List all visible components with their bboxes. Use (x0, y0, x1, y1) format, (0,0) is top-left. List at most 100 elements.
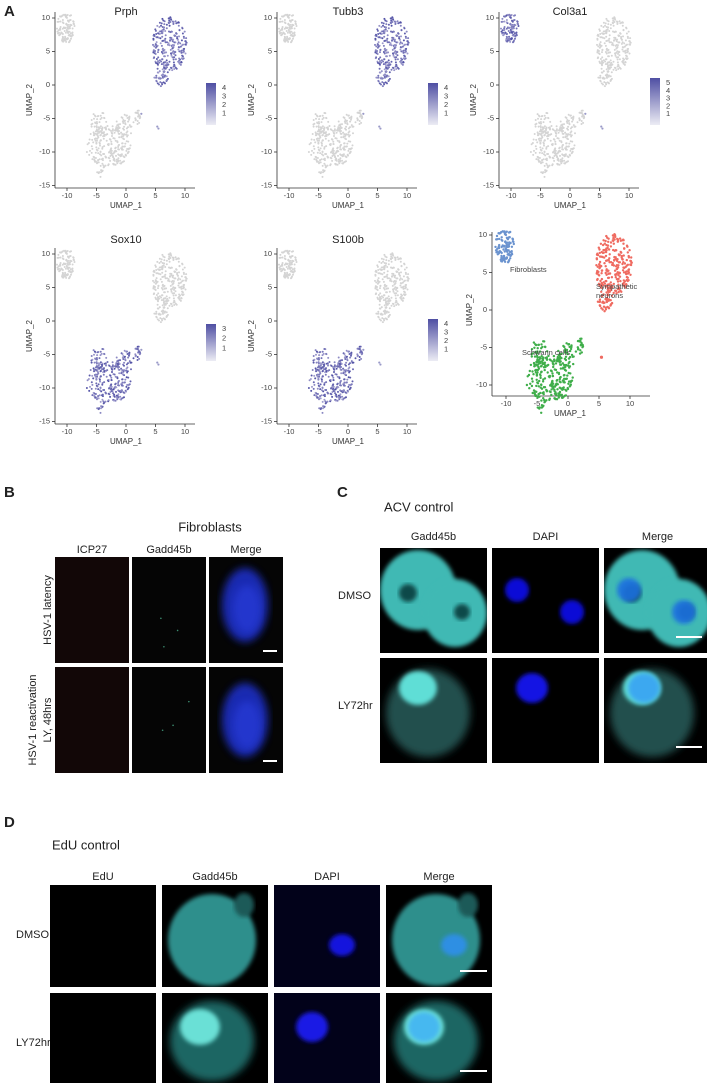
cell-point (330, 157, 332, 159)
micrograph-bg (132, 557, 206, 663)
cell-point (279, 267, 281, 269)
cell-point (508, 254, 510, 256)
cell-point (185, 37, 187, 39)
cell-point (128, 151, 130, 153)
cell-point (390, 31, 392, 33)
cell-point (171, 291, 173, 293)
cell-point (170, 49, 172, 51)
cell-point (99, 363, 101, 365)
cell-point (552, 366, 554, 368)
cell-point (337, 150, 339, 152)
cell-point (125, 150, 127, 152)
cell-point (91, 362, 93, 364)
cell-point (556, 128, 558, 130)
cell-point (156, 316, 158, 318)
cell-point (176, 36, 178, 38)
cell-point (609, 34, 611, 36)
cell-point (171, 305, 173, 307)
cell-point (164, 266, 166, 268)
cell-point (399, 39, 401, 41)
cell-point (337, 391, 339, 393)
x-tick-label: -10 (62, 191, 73, 200)
cell-point (173, 21, 175, 23)
cell-point (325, 166, 327, 168)
cell-point (567, 388, 569, 390)
cell-point (100, 171, 102, 173)
cell-point (327, 392, 329, 394)
cell-point (180, 297, 182, 299)
cell-point (319, 351, 321, 353)
cell-point (68, 26, 70, 28)
cell-point (315, 156, 317, 158)
cell-point (91, 148, 93, 150)
cell-point (496, 235, 498, 237)
cell-point (317, 140, 319, 142)
cell-point (609, 253, 611, 255)
colorbar (650, 78, 660, 125)
cell-point (395, 292, 397, 294)
cell-point (386, 285, 388, 287)
y-axis-title: UMAP_2 (247, 319, 256, 352)
plot-title: S100b (332, 234, 364, 246)
cell-point (512, 26, 514, 28)
cell-point (115, 155, 117, 157)
cell-point (390, 44, 392, 46)
cell-point (383, 36, 385, 38)
x-tick-label: 5 (153, 427, 157, 436)
cell-point (155, 75, 157, 77)
cell-point (120, 390, 122, 392)
cell-point (65, 23, 67, 25)
cell-point (533, 139, 535, 141)
cell-point (547, 117, 549, 119)
y-tick-label: 10 (42, 13, 50, 22)
cell-point (320, 408, 322, 410)
cell-point (168, 22, 170, 24)
cell-point (551, 380, 553, 382)
cell-point (318, 357, 320, 359)
cell-point (344, 371, 346, 373)
cell-point (343, 161, 345, 163)
cell-point (177, 39, 179, 41)
cell-point (110, 377, 112, 379)
cell-point (112, 361, 114, 363)
cell-point (555, 369, 557, 371)
cell-point (339, 363, 341, 365)
cell-point (91, 119, 93, 121)
cell-point (128, 355, 130, 357)
cell-point (335, 394, 337, 396)
cell-point (109, 391, 111, 393)
cell-point (294, 264, 296, 266)
cell-point (325, 374, 327, 376)
cell-point (405, 284, 407, 286)
cell-point (103, 117, 105, 119)
cell-point (384, 53, 386, 55)
cell-point (310, 142, 312, 144)
cell-point (111, 135, 113, 137)
cell-point (378, 80, 380, 82)
x-tick-label: -5 (93, 191, 100, 200)
cell-point (179, 299, 181, 301)
cell-point (284, 40, 286, 42)
cell-point (129, 360, 131, 362)
cell-point (163, 300, 165, 302)
cell-point (604, 42, 606, 44)
cell-point (311, 386, 313, 388)
cell-point (626, 27, 628, 29)
cell-point (159, 22, 161, 24)
cell-point (382, 278, 384, 280)
cell-point (165, 287, 167, 289)
cell-point (346, 369, 348, 371)
cell-point (337, 128, 339, 130)
cell-point (334, 155, 336, 157)
column-header: EdU (92, 871, 113, 883)
cell-point (168, 267, 170, 269)
micrograph-content (296, 1012, 328, 1042)
micrograph (209, 557, 283, 663)
cell-point (541, 152, 543, 154)
cell-point (535, 139, 537, 141)
cell-point (605, 308, 607, 310)
cell-point (379, 296, 381, 298)
cell-point (66, 24, 68, 26)
cell-point (110, 147, 112, 149)
row-label: LY72hr (338, 700, 373, 712)
